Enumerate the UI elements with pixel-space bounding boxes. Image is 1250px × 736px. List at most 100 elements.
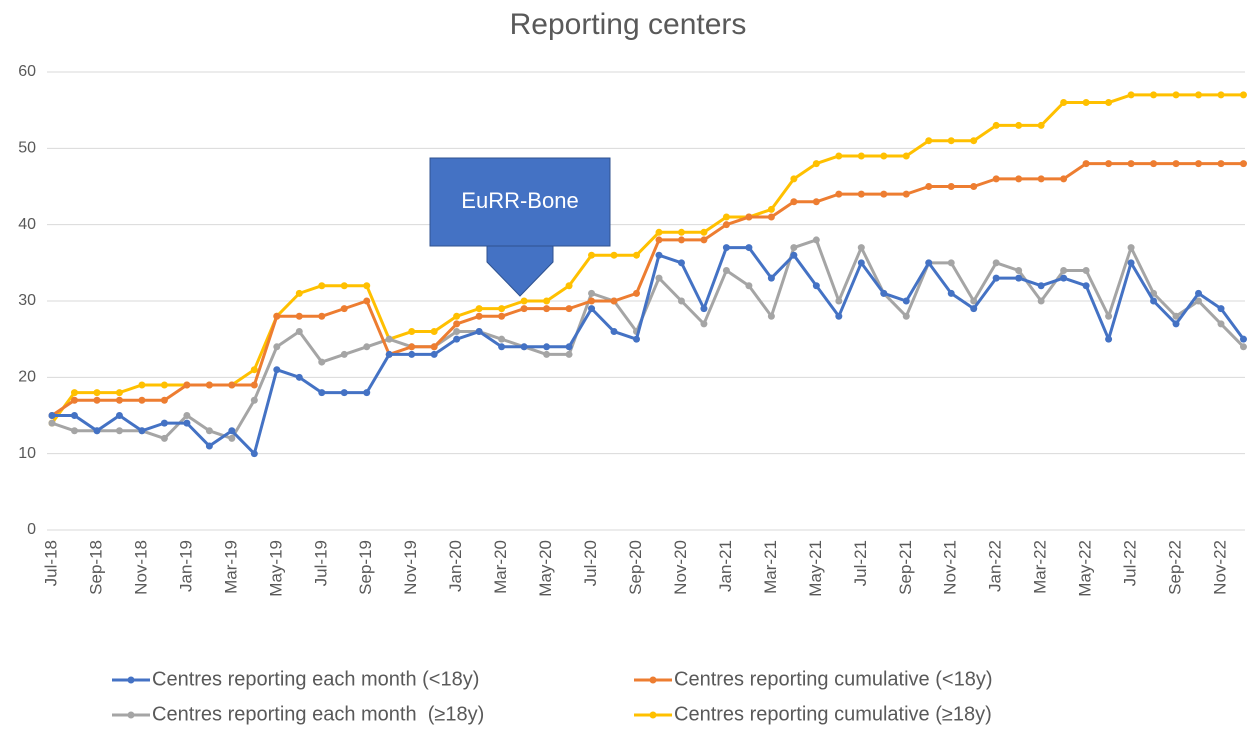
marker xyxy=(812,236,820,244)
x-tick-label: Jul-19 xyxy=(311,540,330,586)
marker xyxy=(1082,282,1090,290)
x-tick-label: Nov-19 xyxy=(401,540,420,595)
marker xyxy=(1217,91,1225,99)
marker xyxy=(453,328,461,336)
marker xyxy=(363,282,371,290)
x-tick-label: Sep-20 xyxy=(626,540,645,595)
marker xyxy=(1150,297,1158,305)
marker xyxy=(1150,160,1158,168)
marker xyxy=(1105,160,1113,168)
marker xyxy=(1082,266,1090,274)
marker xyxy=(205,381,213,389)
marker xyxy=(1127,91,1135,99)
y-tick-label: 0 xyxy=(27,521,36,538)
marker xyxy=(408,343,416,351)
marker xyxy=(160,381,168,389)
marker xyxy=(318,282,326,290)
marker xyxy=(565,305,573,313)
marker xyxy=(93,427,101,435)
y-tick-label: 50 xyxy=(18,140,36,157)
x-tick-label: Nov-20 xyxy=(671,540,690,595)
marker xyxy=(273,366,281,374)
x-tick-label: Jul-18 xyxy=(41,540,60,586)
marker xyxy=(1037,121,1045,129)
marker xyxy=(1239,343,1247,351)
marker xyxy=(228,381,236,389)
marker xyxy=(700,236,708,244)
marker xyxy=(318,389,326,397)
marker xyxy=(70,389,78,397)
marker xyxy=(138,396,146,404)
marker xyxy=(880,289,888,297)
annotation: EuRR-Bone xyxy=(429,157,611,297)
marker xyxy=(340,389,348,397)
marker xyxy=(902,152,910,160)
marker xyxy=(902,312,910,320)
marker xyxy=(1127,259,1135,267)
marker xyxy=(1105,99,1113,107)
y-tick-label: 40 xyxy=(18,216,36,233)
marker xyxy=(70,396,78,404)
marker xyxy=(992,259,1000,267)
marker xyxy=(970,137,978,145)
line xyxy=(52,246,1245,456)
marker xyxy=(947,259,955,267)
marker xyxy=(363,343,371,351)
marker xyxy=(520,305,528,313)
marker xyxy=(812,282,820,290)
marker xyxy=(475,312,483,320)
marker xyxy=(677,297,685,305)
marker xyxy=(183,419,191,427)
marker xyxy=(1195,91,1203,99)
marker xyxy=(520,297,528,305)
legend-item: Centres reporting each month (<18y) xyxy=(112,668,479,690)
marker xyxy=(340,350,348,358)
marker xyxy=(947,137,955,145)
y-tick-label: 30 xyxy=(18,292,36,309)
marker xyxy=(520,343,528,351)
x-tick-label: Jan-20 xyxy=(446,540,465,592)
marker xyxy=(565,343,573,351)
marker xyxy=(318,358,326,366)
marker xyxy=(677,236,685,244)
marker xyxy=(1037,175,1045,183)
marker xyxy=(745,244,753,252)
x-tick-label: May-20 xyxy=(536,540,555,597)
marker xyxy=(722,213,730,221)
x-tick-label: Mar-22 xyxy=(1031,540,1050,594)
marker xyxy=(93,389,101,397)
marker xyxy=(722,221,730,229)
marker xyxy=(1217,320,1225,328)
marker xyxy=(1195,297,1203,305)
marker xyxy=(453,320,461,328)
marker xyxy=(115,427,123,435)
x-tick-label: May-19 xyxy=(266,540,285,597)
marker xyxy=(1195,289,1203,297)
marker xyxy=(160,396,168,404)
marker xyxy=(498,343,506,351)
marker xyxy=(183,412,191,419)
x-tick-label: Nov-21 xyxy=(941,540,960,595)
marker xyxy=(1015,274,1023,282)
marker xyxy=(1172,160,1180,168)
marker xyxy=(93,396,101,404)
marker xyxy=(205,442,213,450)
marker xyxy=(722,244,730,252)
marker xyxy=(1105,335,1113,343)
marker xyxy=(677,259,685,267)
marker xyxy=(633,251,640,259)
marker xyxy=(385,335,393,343)
marker xyxy=(970,305,978,313)
marker xyxy=(812,160,820,168)
marker xyxy=(115,389,123,397)
marker xyxy=(835,152,843,160)
marker xyxy=(1127,244,1135,252)
legend-label: Centres reporting cumulative (≥18y) xyxy=(674,703,992,725)
marker xyxy=(1172,312,1180,320)
marker xyxy=(633,289,640,297)
marker xyxy=(273,343,281,351)
marker xyxy=(902,190,910,198)
marker xyxy=(790,175,798,183)
marker xyxy=(992,274,1000,282)
legend-marker xyxy=(649,676,657,684)
